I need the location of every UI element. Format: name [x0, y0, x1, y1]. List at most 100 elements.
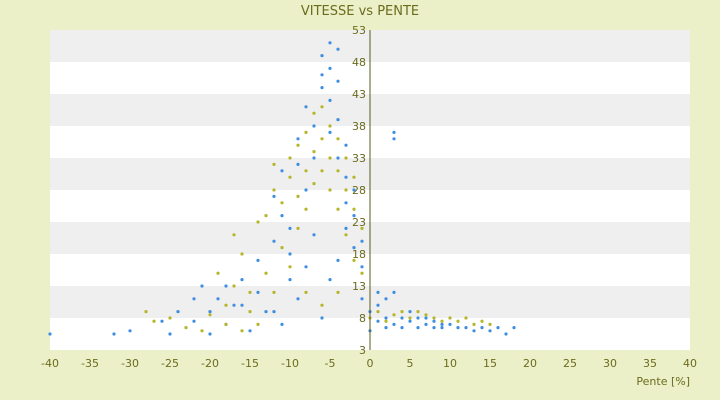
- y-tick-label: 53: [352, 24, 366, 37]
- data-point: [312, 111, 316, 115]
- data-point: [360, 271, 364, 275]
- y-tick-label: 43: [352, 88, 366, 101]
- data-point: [184, 326, 188, 330]
- data-point: [200, 284, 204, 288]
- data-point: [336, 137, 340, 141]
- data-point: [304, 188, 308, 192]
- data-point: [352, 207, 356, 211]
- data-point: [344, 226, 348, 230]
- data-point: [208, 313, 212, 317]
- data-point: [456, 326, 460, 330]
- data-point: [392, 313, 396, 317]
- data-point: [344, 188, 348, 192]
- data-point: [312, 182, 316, 186]
- x-axis-label: Pente [%]: [636, 375, 690, 388]
- data-point: [400, 326, 404, 330]
- data-point: [192, 297, 196, 301]
- data-point: [320, 54, 324, 58]
- data-point: [296, 226, 300, 230]
- data-point: [304, 265, 308, 269]
- data-point: [272, 162, 276, 166]
- data-point: [272, 290, 276, 294]
- x-tick-label: 15: [483, 357, 497, 370]
- data-point: [464, 316, 468, 320]
- data-point: [280, 214, 284, 218]
- x-tick-label: -30: [121, 357, 139, 370]
- data-point: [512, 326, 516, 330]
- data-point: [296, 162, 300, 166]
- data-point: [384, 326, 388, 330]
- data-point: [320, 169, 324, 173]
- data-point: [352, 188, 356, 192]
- data-point: [200, 329, 204, 333]
- data-point: [280, 201, 284, 205]
- data-point: [296, 297, 300, 301]
- data-point: [336, 156, 340, 160]
- data-point: [240, 303, 244, 307]
- data-point: [272, 310, 276, 314]
- data-point: [296, 194, 300, 198]
- data-point: [280, 246, 284, 250]
- data-point: [336, 207, 340, 211]
- data-point: [344, 175, 348, 179]
- x-tick-label: -20: [201, 357, 219, 370]
- x-tick-label: 20: [523, 357, 537, 370]
- data-point: [456, 319, 460, 323]
- data-point: [336, 290, 340, 294]
- data-point: [128, 329, 132, 333]
- data-point: [320, 86, 324, 90]
- data-point: [328, 188, 332, 192]
- data-point: [344, 201, 348, 205]
- x-tick-label: -15: [241, 357, 259, 370]
- data-point: [416, 310, 420, 314]
- data-point: [144, 310, 148, 314]
- data-point: [424, 313, 428, 317]
- data-point: [296, 137, 300, 141]
- data-point: [360, 239, 364, 243]
- data-point: [376, 319, 380, 323]
- data-point: [288, 278, 292, 282]
- data-point: [440, 322, 444, 326]
- data-point: [320, 73, 324, 77]
- data-point: [288, 175, 292, 179]
- data-point: [416, 326, 420, 330]
- data-point: [336, 79, 340, 83]
- data-point: [256, 322, 260, 326]
- data-point: [400, 310, 404, 314]
- data-point: [192, 319, 196, 323]
- data-point: [224, 303, 228, 307]
- x-tick-label: -35: [81, 357, 99, 370]
- data-point: [296, 143, 300, 147]
- data-point: [352, 214, 356, 218]
- data-point: [224, 322, 228, 326]
- data-point: [352, 246, 356, 250]
- data-point: [280, 169, 284, 173]
- data-point: [312, 150, 316, 154]
- x-tick-label: 5: [407, 357, 414, 370]
- data-point: [288, 226, 292, 230]
- data-point: [360, 226, 364, 230]
- data-point: [400, 316, 404, 320]
- data-point: [240, 278, 244, 282]
- y-tick-label: 28: [352, 184, 366, 197]
- data-point: [344, 156, 348, 160]
- x-tick-label: -25: [161, 357, 179, 370]
- data-point: [408, 316, 412, 320]
- data-points: [48, 41, 516, 336]
- x-tick-label: -40: [41, 357, 59, 370]
- data-point: [376, 310, 380, 314]
- data-point: [328, 66, 332, 70]
- data-point: [448, 322, 452, 326]
- data-point: [248, 310, 252, 314]
- data-point: [160, 319, 164, 323]
- data-point: [328, 130, 332, 134]
- y-tick-label: 38: [352, 120, 366, 133]
- data-point: [304, 105, 308, 109]
- data-point: [288, 252, 292, 256]
- data-point: [264, 214, 268, 218]
- data-point: [208, 310, 212, 314]
- data-point: [168, 316, 172, 320]
- data-point: [152, 319, 156, 323]
